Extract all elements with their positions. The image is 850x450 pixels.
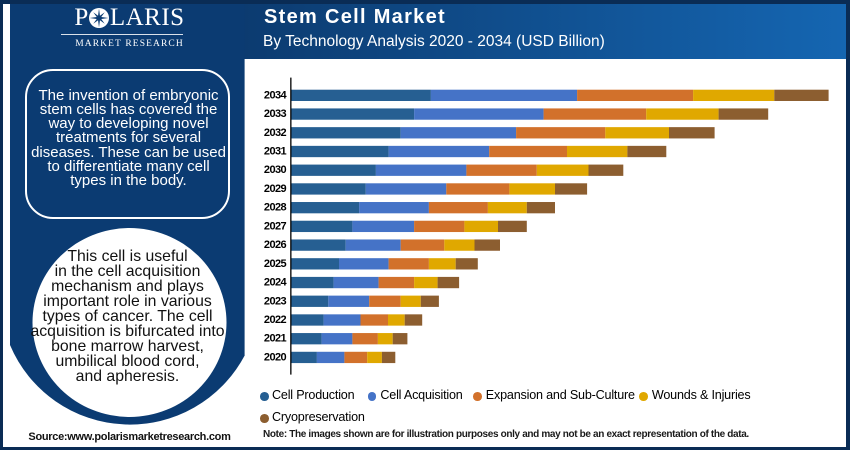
svg-text:2029: 2029 xyxy=(264,183,287,195)
svg-text:2020: 2020 xyxy=(264,351,287,363)
svg-text:2022: 2022 xyxy=(264,314,287,326)
svg-text:2033: 2033 xyxy=(264,108,287,120)
svg-text:2024: 2024 xyxy=(264,277,288,289)
svg-text:2021: 2021 xyxy=(264,333,287,345)
svg-text:2032: 2032 xyxy=(264,127,287,139)
svg-text:2030: 2030 xyxy=(264,164,287,176)
svg-text:2026: 2026 xyxy=(264,239,287,251)
svg-text:2034: 2034 xyxy=(264,89,288,101)
svg-text:2031: 2031 xyxy=(264,146,287,158)
svg-text:2027: 2027 xyxy=(264,220,287,232)
svg-text:2028: 2028 xyxy=(264,202,287,214)
svg-text:2025: 2025 xyxy=(264,258,287,270)
svg-text:2023: 2023 xyxy=(264,295,287,307)
